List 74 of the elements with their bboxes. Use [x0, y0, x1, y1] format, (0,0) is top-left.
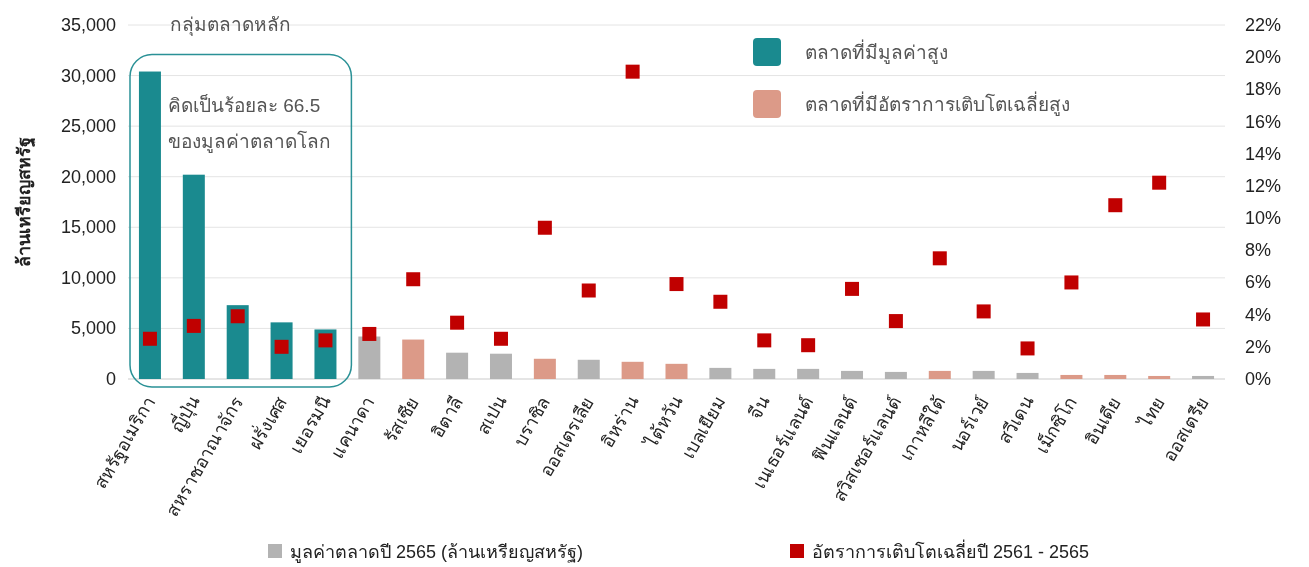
- bar: [1060, 374, 1083, 379]
- y-tick-label: 20,000: [60, 166, 116, 187]
- y2-tick-label: 20%: [1245, 47, 1282, 68]
- point: [713, 294, 728, 309]
- point: [450, 315, 465, 330]
- bar: [489, 353, 512, 379]
- point: [932, 251, 947, 266]
- point: [669, 277, 684, 292]
- bar: [1016, 372, 1039, 379]
- point: [537, 220, 552, 235]
- y2-tick-label: 18%: [1245, 79, 1282, 100]
- y-tick-label: 10,000: [60, 267, 116, 288]
- y2-tick-label: 10%: [1245, 208, 1282, 229]
- bar: [928, 370, 951, 379]
- point: [625, 64, 640, 79]
- y-tick-label: 30,000: [60, 65, 116, 86]
- legend-label: ตลาดที่มีอัตราการเติบโตเฉลี่ยสูง: [805, 91, 1070, 116]
- bar: [621, 361, 644, 379]
- annotation: กลุ่มตลาดหลัก: [170, 14, 291, 37]
- legend-label: อัตราการเติบโตเฉลี่ยปี 2561 - 2565: [812, 539, 1090, 562]
- y-tick-label: 25,000: [60, 116, 116, 137]
- y2-tick-label: 16%: [1245, 111, 1282, 132]
- point: [1020, 341, 1035, 356]
- point: [142, 331, 157, 346]
- point: [406, 272, 421, 287]
- bar: [446, 352, 469, 379]
- bar: [577, 359, 600, 379]
- bar: [884, 371, 907, 379]
- point: [230, 309, 245, 324]
- y-tick-label: 35,000: [60, 15, 116, 35]
- point: [1064, 275, 1079, 290]
- bar: [533, 358, 556, 379]
- bar: [1192, 375, 1215, 379]
- bar: [358, 336, 381, 379]
- y-tick-label: 0: [105, 369, 116, 389]
- bar: [1104, 374, 1127, 379]
- point: [757, 333, 772, 348]
- y2-tick-label: 4%: [1245, 304, 1272, 325]
- point: [801, 338, 816, 353]
- bar: [1148, 375, 1171, 379]
- point: [1196, 312, 1211, 327]
- bar: [709, 367, 732, 379]
- point: [362, 326, 377, 341]
- bar: [665, 363, 688, 379]
- point: [581, 283, 596, 298]
- y2-tick-label: 6%: [1245, 272, 1272, 293]
- bar: [797, 368, 820, 379]
- point: [493, 331, 508, 346]
- y2-tick-label: 12%: [1245, 175, 1282, 196]
- y2-tick-label: 2%: [1245, 336, 1272, 357]
- legend-label: ตลาดที่มีมูลค่าสูง: [805, 39, 948, 64]
- y2-tick-label: 22%: [1245, 15, 1282, 35]
- y-tick-label: 5,000: [70, 318, 116, 339]
- bar: [972, 370, 995, 379]
- point: [976, 304, 991, 319]
- bar: [841, 370, 864, 379]
- bar: [402, 339, 425, 379]
- y-axis-title: ล้านเหรียญสหรัฐ: [14, 137, 36, 267]
- point: [186, 318, 201, 333]
- y2-tick-label: 8%: [1245, 240, 1272, 261]
- legend-label: มูลค่าตลาดปี 2565 (ล้านเหรียญสหรัฐ): [290, 542, 584, 563]
- y2-tick-label: 14%: [1245, 143, 1282, 164]
- point: [888, 314, 903, 329]
- y-tick-label: 15,000: [60, 217, 116, 238]
- point: [845, 281, 860, 296]
- point: [1152, 175, 1167, 190]
- bar: [138, 71, 161, 379]
- y2-tick-label: 0%: [1245, 369, 1272, 389]
- bar: [753, 368, 776, 379]
- point: [318, 333, 333, 348]
- annotation: คิดเป็นร้อยละ 66.5 ของมูลค่าตลาดโลก: [167, 93, 331, 153]
- point: [1108, 198, 1123, 213]
- x-tick-label: ไทย: [1133, 392, 1169, 433]
- bar: [182, 174, 205, 379]
